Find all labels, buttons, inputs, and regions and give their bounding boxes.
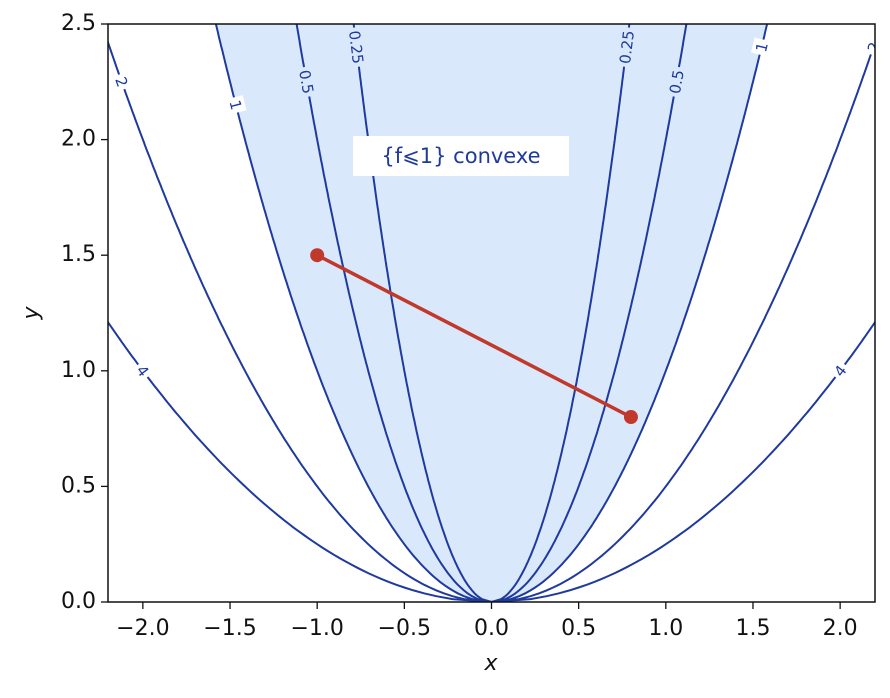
x-tick-label: 1.5 <box>735 616 770 641</box>
y-tick-label: 0.0 <box>61 589 96 614</box>
y-tick-label: 2.0 <box>61 127 96 152</box>
x-tick-label: 2.0 <box>823 616 858 641</box>
y-tick-label: 0.5 <box>61 473 96 498</box>
x-tick-label: 1.0 <box>648 616 683 641</box>
x-tick-label: 0.5 <box>561 616 596 641</box>
x-tick-label: −1.0 <box>290 616 343 641</box>
sublevel-fill <box>216 24 767 602</box>
y-tick-label: 2.5 <box>61 11 96 36</box>
segment-point <box>624 410 638 424</box>
annotation: {f⩽1} convexe <box>381 144 540 168</box>
x-axis-label: x <box>483 651 498 676</box>
contour-label-group: 2 <box>110 71 133 92</box>
y-axis-label: y <box>19 306 44 321</box>
y-tick-label: 1.5 <box>61 242 96 267</box>
y-tick-label: 1.0 <box>61 358 96 383</box>
contour-label-group: 4 <box>828 359 852 383</box>
x-tick-label: −2.0 <box>116 616 169 641</box>
x-tick-label: 0.0 <box>474 616 509 641</box>
segment-point <box>310 248 324 262</box>
contour-label-group: 4 <box>131 359 155 383</box>
contour-label-group: 2 <box>862 37 885 58</box>
x-tick-label: −0.5 <box>378 616 431 641</box>
x-tick-label: −1.5 <box>203 616 256 641</box>
